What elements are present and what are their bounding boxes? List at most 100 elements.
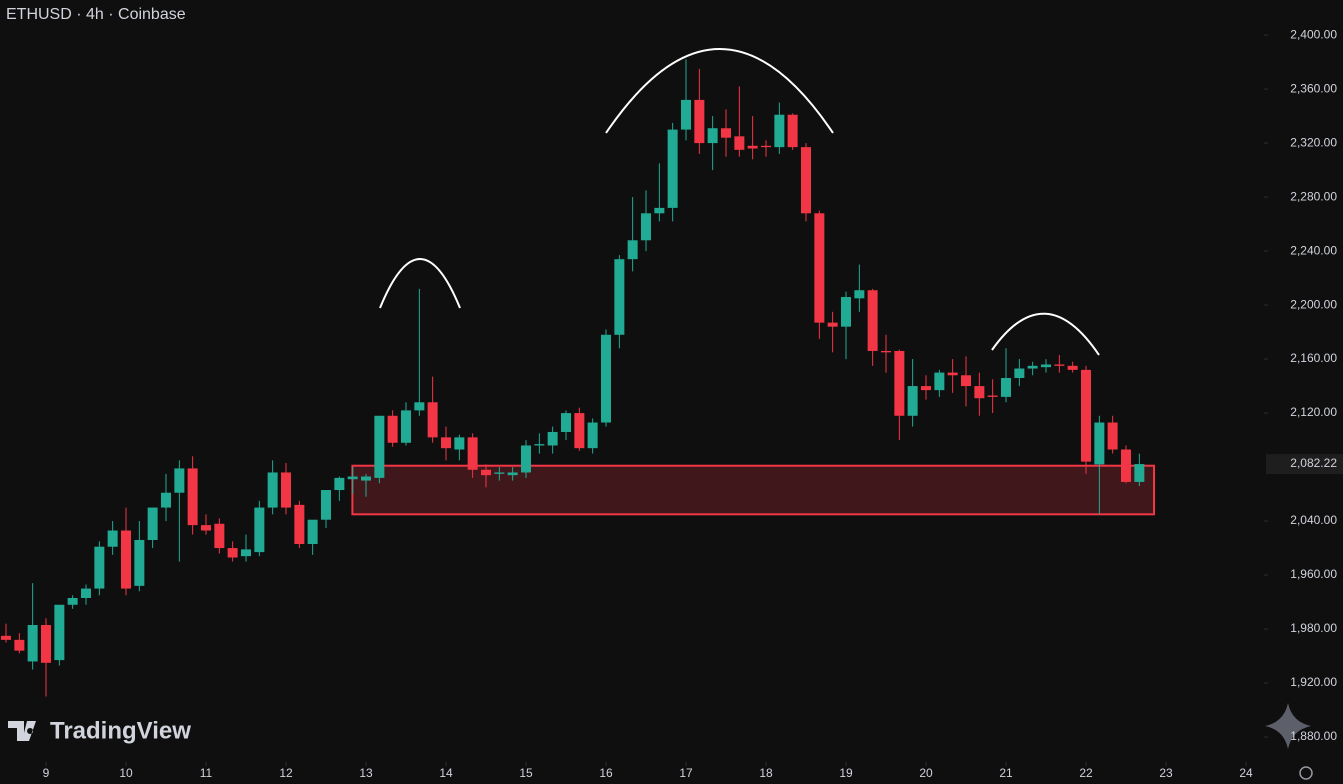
candle-body bbox=[841, 296, 851, 327]
sparkle-icon bbox=[1265, 703, 1311, 749]
candle-body bbox=[321, 490, 331, 520]
candle-body bbox=[334, 477, 345, 491]
logo bbox=[8, 721, 36, 741]
candle-body bbox=[107, 530, 118, 547]
candle-body bbox=[507, 472, 518, 476]
y-tick-label: 2,240.00 bbox=[1290, 243, 1337, 257]
x-tick-label: 12 bbox=[279, 766, 293, 780]
y-tick-label: 2,280.00 bbox=[1290, 189, 1337, 203]
candle-body bbox=[561, 413, 571, 432]
candle-body bbox=[494, 472, 505, 474]
candle-body bbox=[881, 350, 891, 353]
candle-body bbox=[947, 372, 958, 376]
y-tick-label: 1,880.00 bbox=[1290, 729, 1337, 743]
candle-body bbox=[774, 114, 785, 148]
candle-body bbox=[601, 334, 611, 423]
y-tick-label: 2,360.00 bbox=[1290, 81, 1337, 95]
candle-body bbox=[1121, 449, 1131, 482]
x-tick-label: 16 bbox=[599, 766, 613, 780]
candle-body bbox=[827, 322, 838, 327]
settings-icon[interactable] bbox=[1299, 766, 1313, 780]
candle-body bbox=[987, 395, 998, 397]
x-tick-label: 9 bbox=[43, 766, 50, 780]
candle-body bbox=[441, 437, 451, 449]
x-tick-label: 10 bbox=[119, 766, 133, 780]
candle-body bbox=[147, 507, 158, 540]
candle-body bbox=[414, 402, 425, 411]
candle-body bbox=[1054, 364, 1065, 366]
y-tick-label: 1,960.00 bbox=[1290, 567, 1337, 581]
candle-body bbox=[1027, 365, 1038, 369]
candle-body bbox=[361, 476, 371, 481]
candle-body bbox=[721, 128, 731, 138]
candle-body bbox=[1081, 369, 1091, 462]
head-arc bbox=[605, 48, 834, 134]
candle-body bbox=[1094, 422, 1105, 465]
candle-body bbox=[267, 472, 278, 508]
candle-body bbox=[347, 476, 358, 480]
candle-body bbox=[214, 523, 225, 549]
candle-body bbox=[547, 431, 558, 446]
candle-body bbox=[187, 468, 198, 526]
candle-body bbox=[1107, 422, 1118, 450]
y-tick-label: 2,120.00 bbox=[1290, 405, 1337, 419]
candle-body bbox=[587, 422, 598, 449]
candle-body bbox=[801, 147, 811, 214]
candle-body bbox=[1001, 377, 1011, 397]
y-tick-label: 2,040.00 bbox=[1290, 513, 1337, 527]
candle-body bbox=[961, 375, 971, 387]
candle-body bbox=[907, 386, 918, 416]
candle-body bbox=[1067, 365, 1078, 370]
y-tick-label: 1,920.00 bbox=[1290, 675, 1337, 689]
candle-body bbox=[281, 472, 291, 508]
last-price-box bbox=[1266, 454, 1343, 475]
candle-body bbox=[867, 290, 878, 351]
candle-body bbox=[614, 259, 625, 335]
candle-body bbox=[974, 386, 985, 399]
x-tick-label: 24 bbox=[1239, 766, 1253, 780]
candle-body bbox=[534, 444, 545, 446]
x-tick-label: 13 bbox=[359, 766, 373, 780]
candle-body bbox=[1041, 364, 1051, 368]
candle-body bbox=[14, 639, 25, 651]
candle-body bbox=[54, 604, 65, 661]
x-tick-label: 18 bbox=[759, 766, 773, 780]
x-tick-label: 23 bbox=[1159, 766, 1173, 780]
candle-body bbox=[161, 492, 171, 508]
candle-body bbox=[894, 350, 905, 416]
y-tick-label: 2,200.00 bbox=[1290, 297, 1337, 311]
candle-body bbox=[401, 410, 411, 443]
candle-body bbox=[747, 145, 758, 149]
x-tick-label: 17 bbox=[679, 766, 693, 780]
candle-body bbox=[241, 549, 251, 557]
candle-body bbox=[374, 415, 385, 478]
candle-body bbox=[294, 504, 305, 545]
right-shoulder-arc bbox=[991, 312, 1100, 356]
candle-body bbox=[427, 402, 438, 438]
candle-body bbox=[254, 507, 265, 553]
candle-body bbox=[27, 625, 38, 662]
candle-body bbox=[41, 625, 51, 663]
candle-body bbox=[94, 546, 105, 589]
candle-body bbox=[521, 445, 531, 473]
candle-body bbox=[694, 99, 705, 144]
x-tick-label: 11 bbox=[200, 766, 213, 780]
candle-body bbox=[627, 240, 638, 260]
candle-body bbox=[454, 437, 465, 450]
candle-body bbox=[921, 386, 931, 391]
candle-body bbox=[174, 468, 185, 493]
candle-body bbox=[854, 290, 865, 299]
candle-body bbox=[734, 136, 745, 150]
candle-body bbox=[934, 372, 945, 391]
candle-body bbox=[787, 114, 798, 148]
x-tick-label: 22 bbox=[1079, 766, 1093, 780]
candle-body bbox=[1014, 368, 1025, 378]
x-tick-label: 15 bbox=[519, 766, 533, 780]
y-tick-label: 1,980.00 bbox=[1290, 621, 1337, 635]
candle-body bbox=[481, 469, 491, 476]
candle-body bbox=[574, 413, 585, 449]
x-tick-label: 14 bbox=[439, 766, 453, 780]
